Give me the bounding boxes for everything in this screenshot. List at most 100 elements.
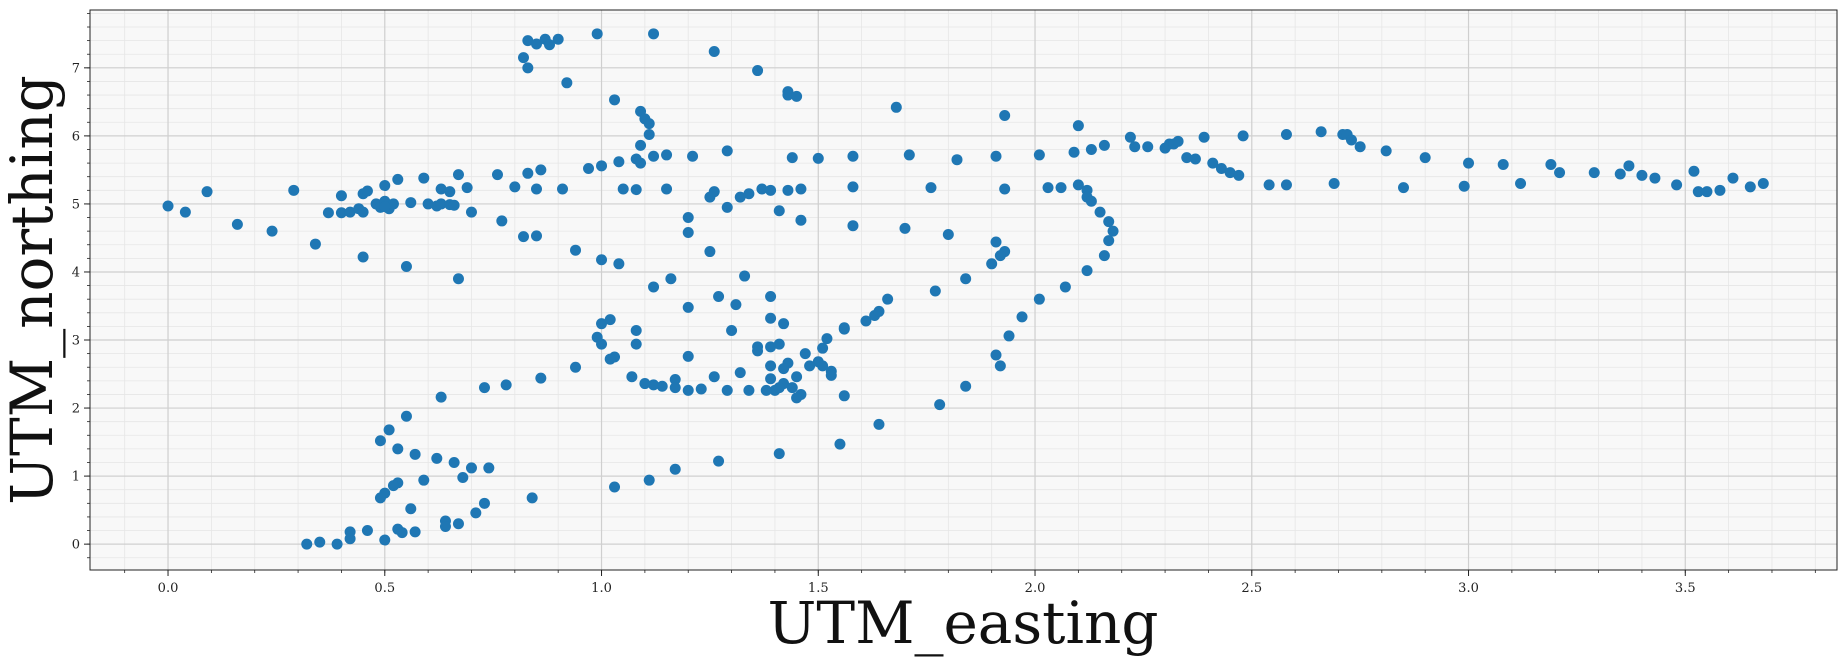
scatter-point xyxy=(669,373,681,385)
scatter-point xyxy=(491,169,503,181)
scatter-point xyxy=(1129,141,1141,153)
scatter-point xyxy=(1059,281,1071,293)
scatter-point xyxy=(1198,131,1210,143)
scatter-point xyxy=(309,238,321,250)
scatter-point xyxy=(1554,167,1566,179)
scatter-point xyxy=(452,518,464,530)
scatter-point xyxy=(778,363,790,375)
scatter-point xyxy=(743,384,755,396)
x-tick-label: 3.5 xyxy=(1675,581,1696,596)
scatter-point xyxy=(825,369,837,381)
x-axis-ticks: 0.0 0.5 1.0 1.5 2.0 2.5 3.0 3.5 xyxy=(124,570,1816,596)
scatter-point xyxy=(1614,168,1626,180)
scatter-point xyxy=(778,318,790,330)
scatter-point xyxy=(903,149,915,161)
scatter-point xyxy=(630,153,642,165)
scatter-point xyxy=(695,383,707,395)
scatter-point xyxy=(890,101,902,113)
scatter-point xyxy=(452,169,464,181)
scatter-point xyxy=(1701,186,1713,198)
scatter-point xyxy=(596,254,608,266)
scatter-point xyxy=(791,371,803,383)
y-tick-label: 7 xyxy=(72,61,80,76)
scatter-point xyxy=(773,205,785,217)
scatter-point xyxy=(687,150,699,162)
scatter-point xyxy=(743,188,755,200)
scatter-point xyxy=(483,462,495,474)
scatter-point xyxy=(994,250,1006,262)
scatter-point xyxy=(500,379,512,391)
scatter-point xyxy=(1033,293,1045,305)
scatter-point xyxy=(1649,172,1661,184)
scatter-point xyxy=(266,225,278,237)
scatter-point xyxy=(1354,141,1366,153)
scatter-point xyxy=(643,118,655,130)
scatter-point xyxy=(734,367,746,379)
x-tick-label: 0.5 xyxy=(374,581,395,596)
scatter-point xyxy=(804,360,816,372)
scatter-point xyxy=(374,492,386,504)
scatter-point xyxy=(960,380,972,392)
scatter-point xyxy=(570,361,582,373)
y-tick-label: 1 xyxy=(72,470,80,485)
scatter-point xyxy=(795,214,807,226)
scatter-point xyxy=(1515,178,1527,190)
scatter-point xyxy=(561,77,573,89)
scatter-point xyxy=(531,183,543,195)
scatter-point xyxy=(400,410,412,422)
scatter-point xyxy=(1280,179,1292,191)
scatter-point xyxy=(765,360,777,372)
scatter-point xyxy=(526,492,538,504)
scatter-point xyxy=(322,207,334,219)
scatter-point xyxy=(596,160,608,172)
scatter-point xyxy=(1714,184,1726,196)
scatter-point xyxy=(1085,143,1097,155)
scatter-point xyxy=(452,273,464,285)
scatter-point xyxy=(557,183,569,195)
scatter-point xyxy=(418,474,430,486)
y-tick-label: 0 xyxy=(72,538,80,553)
scatter-point xyxy=(986,258,998,270)
scatter-point xyxy=(1107,225,1119,237)
scatter-point xyxy=(838,322,850,334)
scatter-point xyxy=(379,534,391,546)
scatter-point xyxy=(708,186,720,198)
scatter-point xyxy=(765,312,777,324)
scatter-point xyxy=(1068,146,1080,158)
scatter-point xyxy=(838,390,850,402)
scatter-point xyxy=(409,526,421,538)
scatter-point xyxy=(1545,158,1557,170)
scatter-point xyxy=(786,382,798,394)
scatter-point xyxy=(990,349,1002,361)
scatter-point xyxy=(1016,311,1028,323)
scatter-point xyxy=(860,315,872,327)
scatter-point xyxy=(656,380,668,392)
scatter-point xyxy=(531,38,543,50)
scatter-point xyxy=(461,182,473,194)
scatter-point xyxy=(392,443,404,455)
scatter-point xyxy=(1380,145,1392,157)
scatter-point xyxy=(1345,134,1357,146)
y-tick-label: 2 xyxy=(72,402,80,417)
scatter-point xyxy=(379,201,391,213)
scatter-point xyxy=(1224,167,1236,179)
scatter-point xyxy=(1055,182,1067,194)
scatter-point xyxy=(1124,131,1136,143)
scatter-point xyxy=(765,373,777,385)
scatter-point xyxy=(682,212,694,224)
scatter-point xyxy=(1103,235,1115,247)
scatter-point xyxy=(531,230,543,242)
scatter-point xyxy=(739,270,751,282)
scatter-point xyxy=(626,371,638,383)
scatter-point xyxy=(361,525,373,537)
scatter-point xyxy=(405,197,417,209)
scatter-point xyxy=(517,231,529,243)
scatter-point xyxy=(721,201,733,213)
scatter-point xyxy=(821,333,833,345)
scatter-point xyxy=(773,448,785,460)
scatter-point xyxy=(990,236,1002,248)
scatter-point xyxy=(639,378,651,390)
scatter-point xyxy=(1103,216,1115,228)
scatter-point xyxy=(470,507,482,519)
